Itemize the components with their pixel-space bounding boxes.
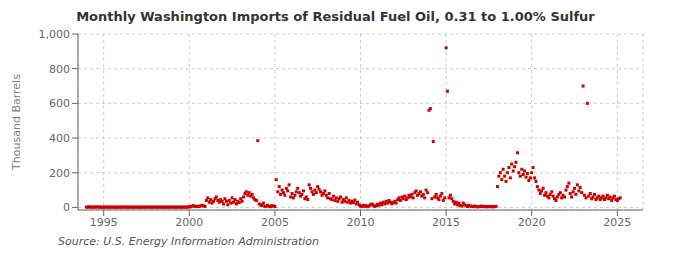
- svg-text:2000: 2000: [175, 216, 203, 229]
- svg-text:2010: 2010: [347, 216, 375, 229]
- html-text:Monthly Washington Imports of: Monthly Washington Imports of Residual F…: [76, 9, 595, 24]
- svg-text:1,000: 1,000: [39, 28, 71, 41]
- svg-text:Thousand Barrels: Thousand Barrels: [10, 74, 23, 171]
- svg-text:0: 0: [63, 201, 70, 214]
- svg-text:2015: 2015: [432, 216, 460, 229]
- html-text:Source: U.S. Energy Informatio: Source: U.S. Energy Information Administ…: [58, 235, 319, 248]
- svg-text:2020: 2020: [518, 216, 546, 229]
- svg-text:2025: 2025: [603, 216, 631, 229]
- svg-text:400: 400: [49, 132, 70, 145]
- svg-text:200: 200: [49, 167, 70, 180]
- svg-text:2005: 2005: [261, 216, 289, 229]
- svg-text:800: 800: [49, 63, 70, 76]
- svg-text:600: 600: [49, 97, 70, 110]
- svg-text:1995: 1995: [90, 216, 118, 229]
